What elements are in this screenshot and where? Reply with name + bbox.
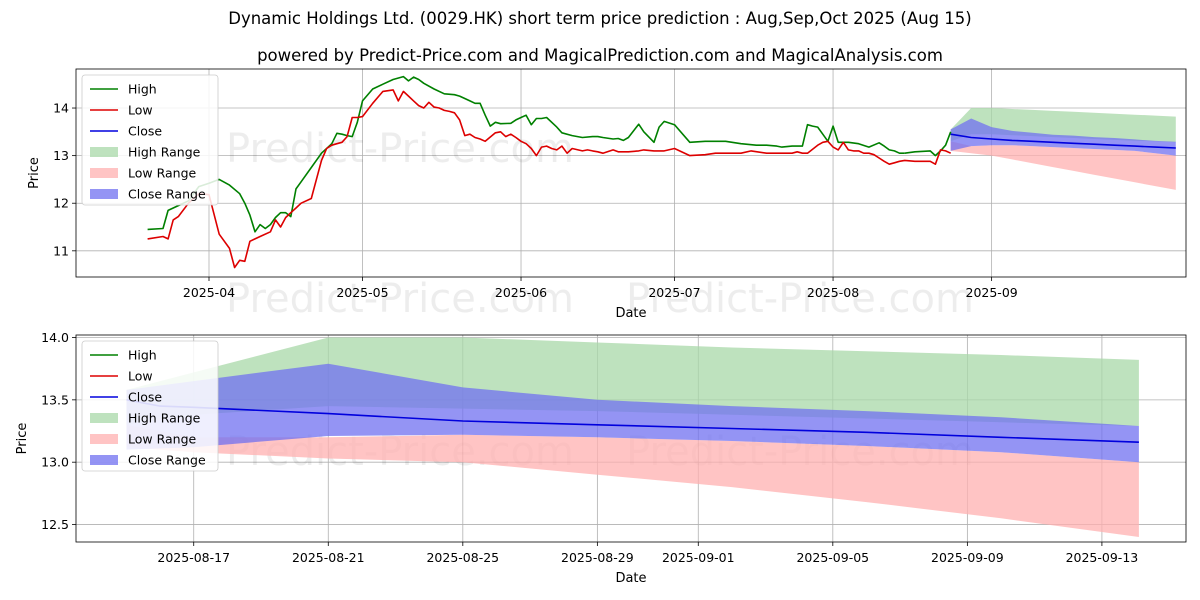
top-xtick-label: 2025-07 — [648, 285, 700, 300]
bottom-ytick-label: 14.0 — [41, 330, 69, 345]
top-legend-label-low: Low — [128, 103, 153, 118]
bottom-plot-area — [126, 337, 1139, 537]
bottom-xtick-label: 2025-09-09 — [931, 550, 1004, 565]
top-xaxis-label: Date — [615, 306, 646, 321]
bottom-xtick-label: 2025-08-17 — [157, 550, 230, 565]
top-xtick-label: 2025-05 — [336, 285, 388, 300]
bottom-panel: Predict-Price.comPredict-Price.com2025-0… — [15, 330, 1187, 586]
top-ytick-label: 14 — [53, 101, 69, 116]
top-panel: Predict-Price.com Predict-Price.com Predic… — [27, 68, 1187, 322]
bottom-xtick-label: 2025-09-05 — [796, 550, 869, 565]
bottom-axes-frame — [75, 334, 1187, 543]
bottom-ytick-label: 12.5 — [41, 517, 69, 532]
bottom-ytick-label: 13.5 — [41, 392, 69, 407]
bottom-legend: High Low Close High Range Low Range Close Ran… — [81, 340, 219, 472]
close-range-band — [126, 363, 1139, 463]
top-xtick-label: 2025-04 — [183, 285, 235, 300]
bottom-legend-swatch-high-range — [90, 413, 118, 423]
close-range-band — [950, 118, 1176, 156]
top-watermark: Predict-Price.com — [226, 126, 574, 172]
top-ytick-label: 13 — [53, 148, 69, 163]
top-ytick-label: 12 — [53, 196, 69, 211]
top-legend-swatch-low-range — [90, 168, 118, 178]
top-legend-swatch-high-range — [90, 147, 118, 157]
low-range-band — [126, 424, 1139, 537]
bottom-legend-label-high-range: High Range — [128, 411, 201, 426]
bottom-legend-label-high: High — [128, 348, 157, 363]
bottom-xtick-label: 2025-08-21 — [292, 550, 365, 565]
bottom-xaxis-label: Date — [615, 571, 646, 586]
chart-title: Dynamic Holdings Ltd. (0029.HK) short te… — [228, 9, 972, 28]
chart-subtitle: powered by Predict-Price.com and Magical… — [257, 46, 943, 65]
low-line — [147, 89, 952, 269]
top-ytick-label: 11 — [53, 243, 69, 258]
low-range-band — [950, 141, 1176, 190]
top-legend-label-high-range: High Range — [128, 145, 201, 160]
high-line — [147, 75, 905, 233]
bottom-xtick-label: 2025-09-13 — [1066, 550, 1139, 565]
close-forecast-line — [950, 133, 1176, 149]
bottom-xtick-label: 2025-08-25 — [426, 550, 499, 565]
top-watermark: Predict-Price.com — [226, 276, 574, 322]
high-line-recent — [904, 131, 952, 157]
bottom-legend-label-low-range: Low Range — [128, 432, 197, 447]
bottom-legend-label-low: Low — [128, 369, 153, 384]
bottom-xtick-label: 2025-08-29 — [561, 550, 634, 565]
top-legend-swatch-close-range — [90, 189, 118, 199]
top-legend: High Low Close High Range Low Range Close Ran… — [81, 74, 219, 206]
top-xtick-label: 2025-06 — [495, 285, 547, 300]
bottom-legend-swatch-low-range — [90, 434, 118, 444]
top-yaxis-label: Price — [27, 157, 42, 189]
bottom-legend-swatch-close-range — [90, 455, 118, 465]
top-legend-label-high: High — [128, 82, 157, 97]
top-axes-frame — [75, 68, 1187, 278]
top-plot-area — [147, 75, 1176, 269]
bottom-xtick-label: 2025-09-01 — [662, 550, 735, 565]
top-legend-label-close: Close — [128, 124, 162, 139]
bottom-legend-label-close: Close — [128, 390, 162, 405]
top-legend-label-close-range: Close Range — [128, 187, 206, 202]
bottom-legend-label-close-range: Close Range — [128, 453, 206, 468]
top-legend-label-low-range: Low Range — [128, 166, 197, 181]
top-watermark: Predict-Price.com — [626, 276, 974, 322]
top-xtick-label: 2025-08 — [807, 285, 859, 300]
top-xtick-label: 2025-09 — [966, 285, 1018, 300]
bottom-yaxis-label: Price — [15, 423, 30, 455]
bottom-ytick-label: 13.0 — [41, 455, 69, 470]
